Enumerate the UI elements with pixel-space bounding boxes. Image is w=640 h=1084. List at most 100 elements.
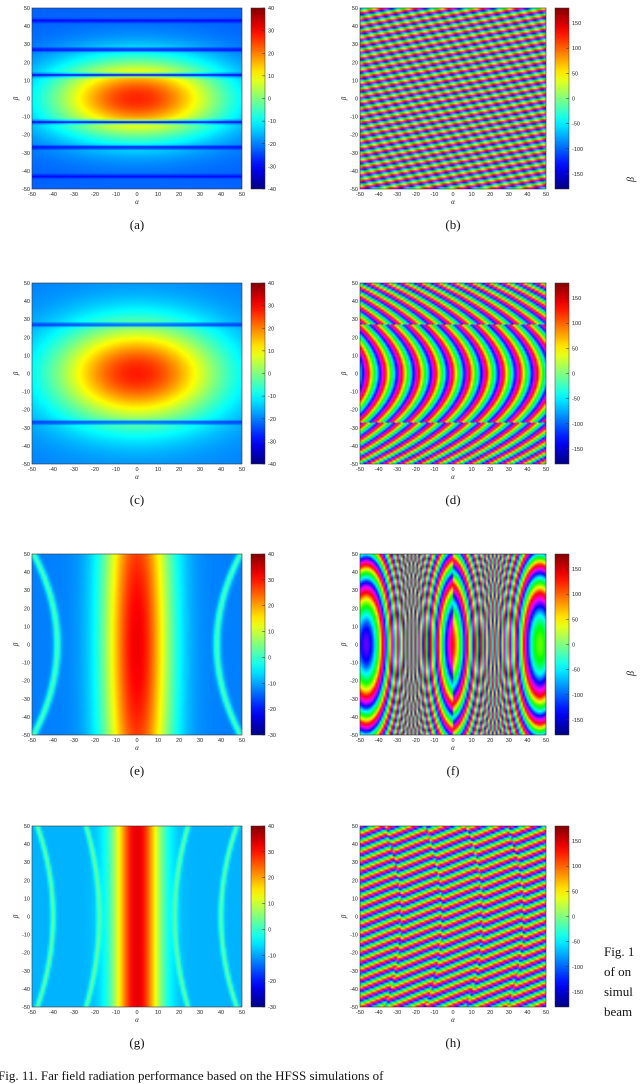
colorbar xyxy=(250,825,266,1008)
colorbar xyxy=(250,553,266,736)
y-tick-label: 0 xyxy=(27,372,30,378)
colorbar-tick-label: -50 xyxy=(572,122,580,128)
y-tick-label: 10 xyxy=(352,353,358,359)
x-tick-label: 30 xyxy=(506,467,512,473)
y-tick-label: 10 xyxy=(24,896,30,902)
colorbar-tick-label: -100 xyxy=(572,965,583,971)
x-tick-label: 30 xyxy=(197,1010,203,1016)
y-tick-label: 50 xyxy=(352,824,358,830)
colorbar-tick-label: 40 xyxy=(268,824,274,830)
colorbar-tick-label: 40 xyxy=(268,552,274,558)
x-tick-label: 30 xyxy=(506,738,512,744)
x-tick-label: -50 xyxy=(356,467,364,473)
subfigure-g: -50 -40 -30 -20 -10 0 10 20 30 40 50 -50 -40 -30 -20 -1… xyxy=(12,824,276,1050)
y-axis-label: β xyxy=(340,642,348,647)
y-tick-label: 0 xyxy=(27,97,30,103)
x-tick-label: -10 xyxy=(430,738,438,744)
colorbar-tick-label: 150 xyxy=(572,21,581,27)
y-tick-label: 30 xyxy=(24,317,30,323)
x-tick-label: 20 xyxy=(176,1010,182,1016)
plot-frame xyxy=(31,553,243,736)
x-tick-label: 40 xyxy=(218,467,224,473)
y-tick-label: 20 xyxy=(352,60,358,66)
y-tick-label: 50 xyxy=(24,281,30,287)
subfigure-label: (a) xyxy=(130,217,144,232)
subfigure-d: -50 -40 -30 -20 -10 0 10 20 30 40 50-50-40-30-20-1… xyxy=(340,281,583,507)
x-tick-label: 20 xyxy=(487,738,493,744)
colorbar-tick-label: 20 xyxy=(268,876,274,882)
x-tick-label: 30 xyxy=(506,1010,512,1016)
x-tick-label: 0 xyxy=(451,738,454,744)
colorbar-tick-label: -20 xyxy=(268,417,276,423)
colorbar-tick-label: -150 xyxy=(572,990,583,996)
colorbar-tick-label: 30 xyxy=(268,29,274,35)
side-caption-line-4: beam xyxy=(604,1004,632,1019)
x-tick-label: -10 xyxy=(430,467,438,473)
x-tick-label: 20 xyxy=(487,1010,493,1016)
colorbar-tick-label: -40 xyxy=(268,462,276,468)
x-tick-label: 30 xyxy=(197,467,203,473)
colorbar-tick-label: 20 xyxy=(268,604,274,610)
side-caption-line-2: of on xyxy=(604,964,632,979)
x-tick-label: 20 xyxy=(176,738,182,744)
x-tick-label: 20 xyxy=(176,467,182,473)
colorbar-tick-label: -30 xyxy=(268,164,276,170)
colorbar-tick-label: -20 xyxy=(268,979,276,985)
y-tick-label: 30 xyxy=(352,588,358,594)
x-tick-label: -20 xyxy=(91,738,99,744)
x-axis-label: α xyxy=(451,198,455,206)
y-tick-label: 30 xyxy=(352,860,358,866)
y-tick-label: 0 xyxy=(355,643,358,649)
y-tick-label: -20 xyxy=(350,408,358,414)
y-tick-label: 10 xyxy=(352,896,358,902)
y-tick-label: 50 xyxy=(352,6,358,12)
colorbar-tick-label: 150 xyxy=(572,567,581,573)
y-tick-label: 10 xyxy=(352,78,358,84)
x-tick-label: -40 xyxy=(49,192,57,198)
x-tick-label: 50 xyxy=(543,1010,549,1016)
y-tick-label: -40 xyxy=(350,444,358,450)
colorbar-tick-label: -20 xyxy=(268,142,276,148)
colorbar-tick-label: -50 xyxy=(572,668,580,674)
heatmap-image xyxy=(360,283,546,464)
y-tick-label: 20 xyxy=(24,606,30,612)
subfigure-label: (h) xyxy=(445,1035,460,1050)
colorbar-tick-label: 10 xyxy=(268,630,274,636)
subfigure-label: (b) xyxy=(445,217,460,232)
colorbar-tick-label: -100 xyxy=(572,693,583,699)
y-tick-label: -30 xyxy=(22,697,30,703)
subfigure-b: -50 -40 -30 -20 -10 0 10 20 30 40 50-50-40-30-20-1… xyxy=(340,6,583,232)
y-tick-label: -10 xyxy=(22,933,30,939)
y-tick-label: -30 xyxy=(350,697,358,703)
x-tick-label: 50 xyxy=(239,1010,245,1016)
y-tick-label: -50 xyxy=(22,462,30,468)
x-tick-label: -40 xyxy=(49,738,57,744)
side-axis-symbol-1: β xyxy=(626,177,637,183)
subfigure-label: (e) xyxy=(130,763,144,778)
plot-frame xyxy=(359,553,547,736)
x-tick-label: -50 xyxy=(356,192,364,198)
y-tick-label: 10 xyxy=(24,624,30,630)
y-tick-label: 50 xyxy=(24,552,30,558)
y-axis-label: β xyxy=(12,371,20,376)
y-tick-label: -20 xyxy=(350,951,358,957)
x-axis-label: α xyxy=(135,473,139,481)
x-tick-label: -30 xyxy=(70,192,78,198)
x-tick-label: 50 xyxy=(543,467,549,473)
y-axis-label: β xyxy=(12,914,20,919)
colorbar-tick-label: 0 xyxy=(572,643,575,649)
x-tick-label: -50 xyxy=(356,1010,364,1016)
x-tick-label: -10 xyxy=(112,192,120,198)
x-tick-label: -20 xyxy=(91,1010,99,1016)
colorbar-tick-label: -100 xyxy=(572,422,583,428)
y-tick-label: 40 xyxy=(24,570,30,576)
y-tick-label: 30 xyxy=(352,42,358,48)
colorbar-tick-label: 50 xyxy=(572,71,578,77)
x-axis-label: α xyxy=(135,1016,139,1024)
x-tick-label: -30 xyxy=(70,738,78,744)
y-tick-label: -20 xyxy=(22,951,30,957)
y-tick-label: 40 xyxy=(24,24,30,30)
y-tick-label: 20 xyxy=(24,878,30,884)
colorbar-tick-label: 30 xyxy=(268,850,274,856)
colorbar-tick-label: -50 xyxy=(572,397,580,403)
